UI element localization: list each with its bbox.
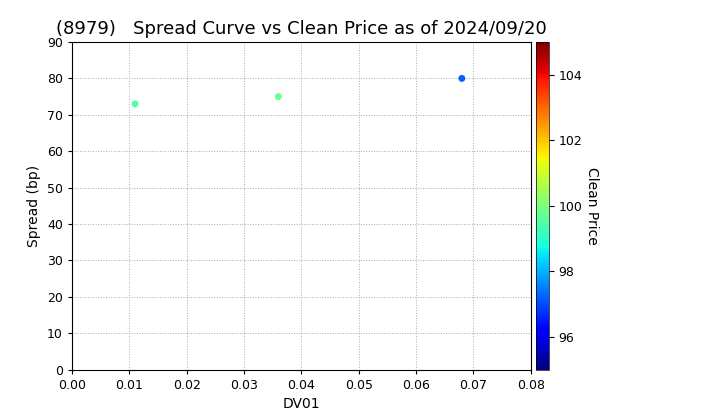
Y-axis label: Spread (bp): Spread (bp) [27,165,42,247]
Point [456,75,467,82]
Title: (8979)   Spread Curve vs Clean Price as of 2024/09/20: (8979) Spread Curve vs Clean Price as of… [56,20,546,38]
Point [130,100,141,107]
Y-axis label: Clean Price: Clean Price [585,167,599,245]
X-axis label: DV01: DV01 [282,397,320,411]
Point [273,93,284,100]
